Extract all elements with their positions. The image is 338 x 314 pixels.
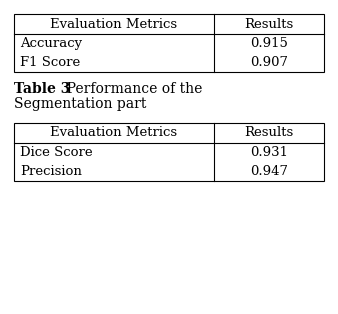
Text: Performance of the: Performance of the: [58, 82, 202, 96]
Text: Evaluation Metrics: Evaluation Metrics: [50, 127, 177, 139]
Text: Results: Results: [244, 18, 294, 30]
Bar: [14, 123, 324, 181]
Text: Evaluation Metrics: Evaluation Metrics: [50, 18, 177, 30]
Text: Table 3: Table 3: [14, 82, 70, 96]
Text: 0.907: 0.907: [250, 56, 288, 69]
Text: 0.947: 0.947: [250, 165, 288, 178]
Text: Accuracy: Accuracy: [20, 37, 82, 50]
Text: 0.915: 0.915: [250, 37, 288, 50]
Text: F1 Score: F1 Score: [20, 56, 80, 69]
Bar: [14, 14, 324, 72]
Text: Results: Results: [244, 127, 294, 139]
Text: Segmentation part: Segmentation part: [14, 97, 146, 111]
Text: 0.931: 0.931: [250, 146, 288, 159]
Text: Precision: Precision: [20, 165, 82, 178]
Text: Dice Score: Dice Score: [20, 146, 93, 159]
